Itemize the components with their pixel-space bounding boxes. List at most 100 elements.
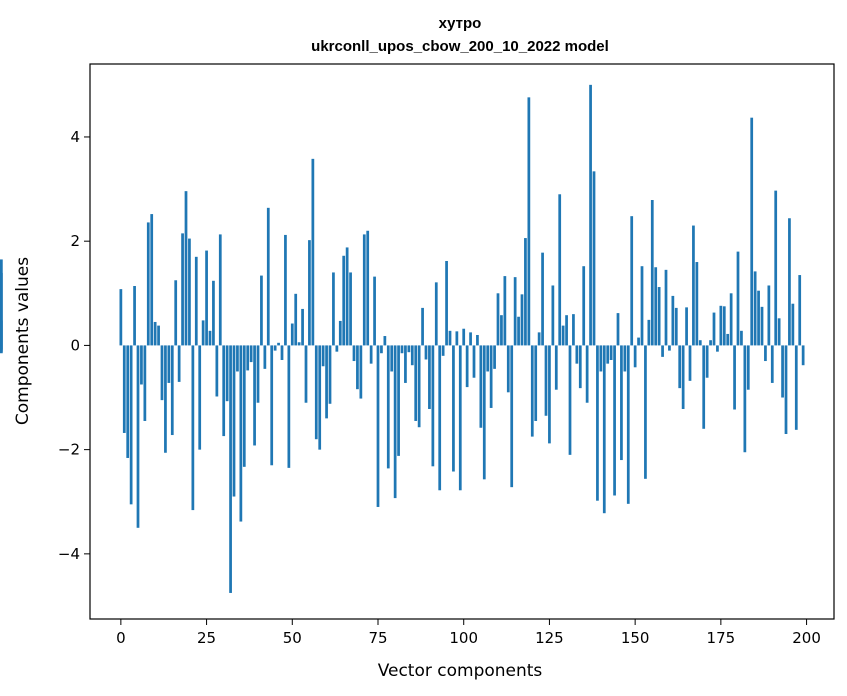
x-axis: 0 25 50 75 100 125 150 175 200 [116, 619, 821, 647]
bar-180 [736, 251, 740, 346]
bar-29 [218, 234, 222, 346]
bar-145 [616, 313, 620, 346]
bar-164 [681, 345, 685, 409]
bar-110 [496, 293, 500, 346]
bar-81 [397, 345, 400, 456]
bar-54 [304, 345, 308, 403]
bar-80 [393, 345, 397, 499]
bar-37 [246, 345, 250, 371]
bar-194 [784, 345, 788, 434]
bar-119 [527, 97, 531, 346]
y-axis: −4 −2 0 2 4 [58, 128, 90, 563]
bar-96 [448, 330, 452, 346]
bar-79 [390, 345, 394, 372]
y-axis-label: Components values [13, 257, 33, 425]
bar-187 [760, 306, 764, 346]
bar-98 [455, 331, 459, 346]
bar-26 [208, 330, 212, 346]
bar-20 [188, 238, 191, 346]
bar-177 [726, 333, 730, 346]
bar-189 [767, 285, 771, 346]
bar-185 [753, 271, 757, 346]
bar-191 [774, 190, 778, 346]
bar-5 [136, 345, 140, 528]
bar-140 [599, 345, 603, 372]
bar-35 [239, 345, 243, 522]
bar-184 [750, 117, 754, 346]
bar-134 [578, 345, 582, 389]
bar-138 [592, 171, 596, 346]
bar-69 [356, 345, 359, 390]
bar-73 [369, 345, 373, 364]
bar-74 [373, 276, 376, 346]
bar-33 [232, 345, 236, 497]
bar-122 [537, 332, 541, 346]
bar-31 [225, 345, 229, 402]
bar-86 [414, 345, 418, 421]
bar-160 [668, 345, 671, 351]
bar-84 [407, 345, 411, 353]
bar-117 [520, 294, 524, 346]
bar-120 [530, 345, 534, 437]
bar-11 [157, 325, 160, 346]
y-tick-label: 4 [70, 128, 80, 146]
bar-0 [119, 289, 123, 346]
bar-77 [383, 336, 387, 346]
bar-190 [770, 345, 774, 383]
bar-34 [236, 345, 239, 372]
bar-91 [431, 345, 435, 467]
bar-181 [740, 330, 743, 346]
bar-23 [198, 345, 202, 450]
bar-144 [613, 345, 616, 496]
bar-90 [428, 345, 431, 409]
bar-46 [277, 342, 280, 346]
bar-83 [404, 345, 407, 383]
x-axis-label: Vector components [378, 661, 543, 681]
bar-163 [678, 345, 682, 389]
bar-78 [386, 345, 390, 469]
bar-65 [342, 255, 346, 346]
bar-148 [626, 345, 630, 504]
bar-42 [263, 345, 267, 369]
bar-52 [297, 342, 301, 346]
bar-40 [256, 345, 260, 403]
bar-undefined [0, 345, 3, 352]
bar-70 [359, 345, 363, 399]
bar-12 [160, 345, 164, 401]
bar-95 [445, 260, 448, 346]
bar-14 [167, 345, 171, 383]
bar-1 [122, 345, 126, 433]
bar-47 [280, 345, 284, 360]
bar-19 [184, 191, 188, 346]
bar-43 [266, 207, 270, 346]
bar-94 [441, 345, 445, 356]
bar-142 [606, 345, 610, 364]
bar-85 [410, 345, 414, 366]
bar-8 [146, 222, 150, 346]
bar-199 [801, 345, 805, 366]
x-tick-label: 25 [197, 629, 216, 647]
bar-7 [143, 345, 147, 421]
x-tick-label: 75 [368, 629, 387, 647]
bar-167 [692, 225, 695, 346]
bar-100 [462, 328, 466, 346]
bar-62 [332, 272, 335, 346]
bar-67 [349, 272, 352, 346]
bar-22 [194, 256, 198, 346]
x-tick-label: 100 [449, 629, 478, 647]
bar-15 [170, 345, 174, 436]
bar-132 [572, 314, 575, 346]
bar-57 [314, 345, 318, 440]
bar-155 [650, 200, 654, 346]
bar-124 [544, 345, 548, 416]
bar-18 [181, 233, 184, 346]
x-tick-label: 150 [621, 629, 650, 647]
bar-24 [201, 320, 205, 346]
plot-frame [89, 63, 835, 620]
bar-172 [709, 340, 712, 346]
bar-68 [352, 345, 356, 362]
bar-89 [424, 345, 428, 360]
bar-72 [366, 230, 370, 346]
bar-112 [503, 276, 507, 346]
